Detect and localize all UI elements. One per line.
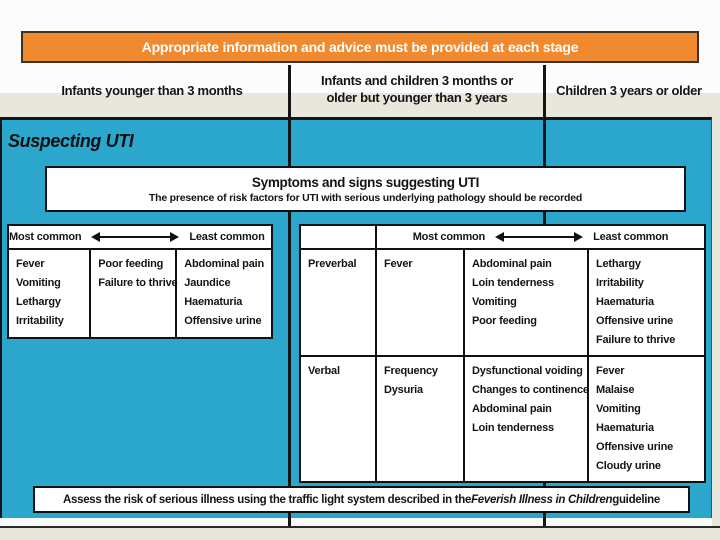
symptoms-box-subtitle: The presence of risk factors for UTI wit… (148, 191, 583, 204)
table-row-verbal: Verbal Frequency Dysuria Dysfunctional vo… (301, 355, 704, 481)
least-common-label: Least common (189, 231, 265, 243)
older-table-scale-cell: Most common Least common (377, 226, 704, 248)
symptom-item: Offensive urine (184, 315, 262, 327)
symptom-item: Irritability (16, 315, 64, 327)
symptom-item: Fever (596, 365, 625, 377)
bottom-edge-strip (0, 518, 712, 526)
symptom-item: Abdominal pain (472, 403, 552, 415)
symptom-item: Abdominal pain (184, 258, 264, 270)
symptom-item: Failure to thrive (596, 334, 676, 346)
least-common-label: Least common (593, 231, 669, 243)
verbal-middle-cell: Dysfunctional voiding Changes to continen… (463, 357, 589, 481)
infant-most-common-cell: Fever Vomiting Lethargy Irritability (9, 250, 89, 337)
symptom-item: Dysfunctional voiding (472, 365, 583, 377)
row-label-preverbal: Preverbal (308, 258, 357, 270)
infant-table-body: Fever Vomiting Lethargy Irritability Poor f… (9, 250, 271, 337)
symptom-item: Offensive urine (596, 441, 674, 453)
symptom-item: Poor feeding (98, 258, 164, 270)
double-arrow-icon (91, 232, 180, 242)
row-label-verbal: Verbal (308, 365, 340, 377)
symptom-item: Loin tenderness (472, 422, 554, 434)
symptom-item: Haematuria (184, 296, 243, 308)
symptom-item: Irritability (596, 277, 644, 289)
symptom-item: Jaundice (184, 277, 231, 289)
older-children-symptoms-table: Most common Least common Preverbal Fever… (299, 224, 706, 483)
verbal-least-common-cell: Fever Malaise Vomiting Haematuria Offensive … (587, 357, 704, 481)
infant-symptoms-table: Most common Least common Fever Vomiting Le… (7, 224, 273, 339)
older-table-header-spacer (301, 226, 377, 248)
traffic-light-guideline-bar: Assess the risk of serious illness using… (33, 486, 690, 513)
top-banner-text: Appropriate information and advice must … (141, 39, 579, 55)
symptom-item: Poor feeding (472, 315, 537, 327)
age-column-2-line2: older but younger than 3 years (326, 90, 508, 105)
symptoms-signs-box: Symptoms and signs suggesting UTI The pr… (45, 166, 686, 212)
age-column-3-years-or-older: Children 3 years or older (556, 83, 702, 98)
guideline-text-post: guideline (612, 493, 660, 506)
symptom-item: Loin tenderness (472, 277, 554, 289)
older-table-scale-header: Most common Least common (301, 226, 704, 250)
guideline-title: Feverish Illness in Children (471, 493, 613, 506)
symptom-item: Malaise (596, 384, 635, 396)
symptom-item: Dysuria (384, 384, 423, 396)
age-column-infants-under-3-months: Infants younger than 3 months (61, 83, 243, 98)
preverbal-middle-cell: Abdominal pain Loin tenderness Vomiting Poo… (463, 250, 587, 355)
symptom-item: Cloudy urine (596, 460, 661, 472)
scale-row: Most common Least common (377, 226, 704, 248)
symptom-item: Vomiting (596, 403, 641, 415)
double-arrow-icon (495, 232, 584, 242)
column-divider-left (288, 65, 291, 526)
preverbal-least-common-cell: Lethargy Irritability Haematuria Offensive … (587, 250, 704, 355)
symptom-item: Failure to thrive (98, 277, 178, 289)
symptom-item: Offensive urine (596, 315, 674, 327)
scale-row: Most common Least common (9, 226, 265, 248)
symptom-item: Lethargy (596, 258, 641, 270)
symptom-item: Vomiting (16, 277, 61, 289)
preverbal-most-common-cell: Fever (375, 250, 463, 355)
symptom-item: Haematuria (596, 296, 654, 308)
table-row-preverbal: Preverbal Fever Abdominal pain Loin tende… (301, 250, 704, 355)
infant-least-common-cell: Abdominal pain Jaundice Haematuria Offensiv… (175, 250, 271, 337)
symptom-item: Abdominal pain (472, 258, 552, 270)
stage-label: Suspecting UTI (8, 131, 134, 151)
infant-middle-cell: Poor feeding Failure to thrive (89, 250, 178, 337)
guideline-text-pre: Assess the risk of serious illness using… (63, 493, 472, 506)
symptom-item: Fever (16, 258, 45, 270)
symptom-item: Haematuria (596, 422, 654, 434)
most-common-label: Most common (9, 231, 82, 243)
symptom-item: Changes to continence (472, 384, 589, 396)
symptoms-box-title: Symptoms and signs suggesting UTI (251, 174, 480, 190)
most-common-label: Most common (412, 231, 486, 243)
infant-table-scale-header: Most common Least common (9, 226, 271, 250)
top-banner: Appropriate information and advice must … (21, 31, 699, 63)
symptom-item: Lethargy (16, 296, 61, 308)
bottom-frame-line (0, 526, 720, 528)
symptom-item: Fever (384, 258, 413, 270)
age-column-3-months-to-3-years: Infants and children 3 months or older b… (296, 72, 538, 106)
verbal-most-common-cell: Frequency Dysuria (375, 357, 463, 481)
symptom-item: Frequency (384, 365, 438, 377)
symptom-item: Vomiting (472, 296, 517, 308)
age-column-2-line1: Infants and children 3 months or (321, 73, 513, 88)
